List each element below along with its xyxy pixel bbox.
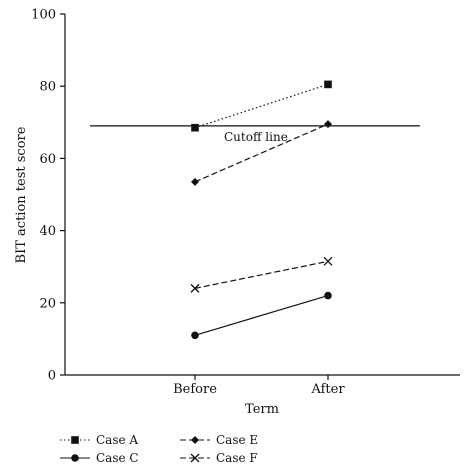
- legend-label: Case F: [216, 451, 258, 465]
- series-case-e: [191, 120, 332, 186]
- data-point-case-e: [191, 177, 199, 186]
- data-point-case-f: [323, 256, 333, 266]
- series-line-case-a: [194, 83, 329, 129]
- legend-label: Case C: [96, 451, 139, 465]
- legend-label: Case A: [96, 433, 138, 447]
- y-tick-label: 60: [39, 152, 56, 167]
- y-tick-label: 80: [39, 80, 56, 95]
- y-ticks: 0 20 40 60 80 100: [31, 8, 65, 384]
- legend-marker: [191, 436, 199, 444]
- legend-item-case-c: Case C: [60, 451, 139, 465]
- legend-marker: [190, 453, 200, 463]
- legend-item-case-e: Case E: [180, 433, 258, 447]
- x-ticks: Before After: [173, 375, 345, 397]
- data-point-case-a: [324, 80, 332, 89]
- data-point-case-a: [191, 123, 199, 132]
- x-tick-label: Before: [173, 382, 217, 397]
- series-line-case-f: [194, 260, 329, 289]
- series-case-f: [190, 256, 333, 293]
- x-axis-label: Term: [245, 402, 279, 417]
- legend-label: Case E: [216, 433, 258, 447]
- y-tick-label: 20: [39, 296, 56, 311]
- y-tick-label: 0: [48, 369, 56, 384]
- cutoff-line-label: Cutoff line: [224, 130, 288, 144]
- series-layer: [190, 80, 333, 340]
- data-point-case-c: [191, 331, 199, 340]
- series-case-c: [191, 291, 332, 340]
- legend-item-case-a: Case A: [60, 433, 138, 447]
- series-line-case-c: [194, 295, 329, 336]
- legend: Case A Case E Case C Case F: [60, 433, 258, 465]
- series-line-case-e: [194, 123, 329, 183]
- axes: 0 20 40 60 80 100 Before After BIT action test…: [14, 8, 460, 417]
- series-case-a: [191, 80, 332, 132]
- data-point-case-c: [324, 291, 332, 300]
- reference-lines: Cutoff line: [90, 125, 420, 144]
- data-point-case-f: [190, 283, 200, 293]
- legend-marker: [71, 436, 79, 444]
- data-point-case-e: [324, 120, 332, 129]
- x-tick-label: After: [310, 382, 345, 397]
- y-tick-label: 40: [39, 224, 56, 239]
- y-tick-label: 100: [31, 8, 56, 23]
- legend-marker: [71, 454, 79, 462]
- y-axis-label: BIT action test score: [14, 126, 29, 263]
- legend-item-case-f: Case F: [180, 451, 258, 465]
